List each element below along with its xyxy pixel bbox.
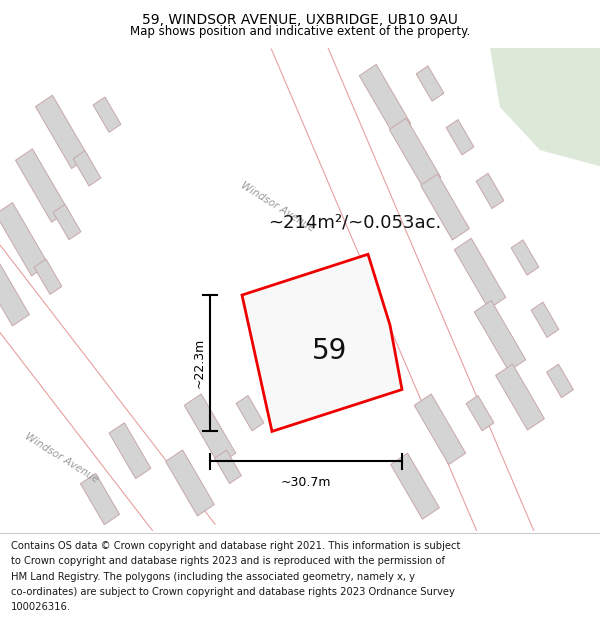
Polygon shape <box>454 238 506 309</box>
Polygon shape <box>16 149 68 222</box>
Polygon shape <box>547 364 574 398</box>
Polygon shape <box>474 301 526 371</box>
Polygon shape <box>53 204 81 240</box>
Text: 59: 59 <box>313 337 347 365</box>
Text: 100026316.: 100026316. <box>11 602 71 612</box>
Polygon shape <box>242 254 402 431</box>
Polygon shape <box>476 173 504 209</box>
Polygon shape <box>446 119 474 155</box>
Text: Map shows position and indicative extent of the property.: Map shows position and indicative extent… <box>130 24 470 38</box>
Polygon shape <box>166 450 214 516</box>
Polygon shape <box>271 26 533 554</box>
Text: Contains OS data © Crown copyright and database right 2021. This information is : Contains OS data © Crown copyright and d… <box>11 541 460 551</box>
Polygon shape <box>73 151 101 186</box>
Text: 59, WINDSOR AVENUE, UXBRIDGE, UB10 9AU: 59, WINDSOR AVENUE, UXBRIDGE, UB10 9AU <box>142 14 458 28</box>
Text: Windsor Avenue: Windsor Avenue <box>239 180 317 234</box>
Text: ~22.3m: ~22.3m <box>193 338 206 388</box>
Polygon shape <box>0 260 29 326</box>
Polygon shape <box>93 97 121 132</box>
Polygon shape <box>496 364 544 430</box>
Text: ~214m²/~0.053ac.: ~214m²/~0.053ac. <box>268 213 442 231</box>
Polygon shape <box>215 450 241 484</box>
Polygon shape <box>236 396 264 431</box>
Polygon shape <box>34 259 62 294</box>
Polygon shape <box>35 95 88 169</box>
Text: ~30.7m: ~30.7m <box>281 476 331 489</box>
Polygon shape <box>416 66 444 101</box>
Polygon shape <box>466 396 494 431</box>
Polygon shape <box>184 394 236 464</box>
Text: Windsor Avenue: Windsor Avenue <box>23 431 101 485</box>
Polygon shape <box>391 453 439 519</box>
Polygon shape <box>0 245 215 560</box>
Text: to Crown copyright and database rights 2023 and is reproduced with the permissio: to Crown copyright and database rights 2… <box>11 556 445 566</box>
Polygon shape <box>80 473 119 524</box>
Polygon shape <box>511 240 539 275</box>
Polygon shape <box>109 423 151 479</box>
Polygon shape <box>421 174 469 240</box>
Polygon shape <box>414 394 466 464</box>
Polygon shape <box>0 202 49 276</box>
Text: HM Land Registry. The polygons (including the associated geometry, namely x, y: HM Land Registry. The polygons (includin… <box>11 571 415 581</box>
Polygon shape <box>490 48 600 166</box>
Polygon shape <box>359 64 411 135</box>
Text: co-ordinates) are subject to Crown copyright and database rights 2023 Ordnance S: co-ordinates) are subject to Crown copyr… <box>11 587 455 597</box>
Polygon shape <box>389 118 441 189</box>
Polygon shape <box>531 302 559 338</box>
